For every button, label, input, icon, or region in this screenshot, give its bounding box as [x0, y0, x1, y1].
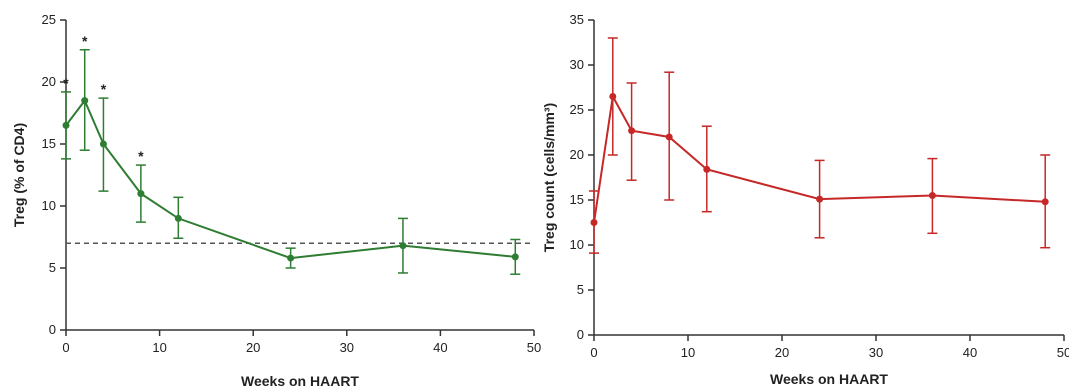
y-tick-label: 20 — [570, 147, 584, 162]
x-tick-label: 50 — [1057, 345, 1069, 360]
data-point — [399, 242, 407, 250]
y-axis-title: Treg count (cells/mm³) — [541, 103, 557, 252]
y-tick-label: 15 — [42, 136, 56, 151]
x-tick-label: 40 — [433, 340, 447, 355]
y-tick-label: 25 — [570, 102, 584, 117]
data-point — [81, 97, 89, 105]
x-axis-title: Weeks on HAART — [770, 371, 888, 387]
data-point — [137, 190, 145, 198]
significance-marker: * — [82, 33, 88, 49]
y-tick-label: 5 — [49, 260, 56, 275]
data-point — [511, 253, 519, 261]
data-point — [174, 214, 182, 222]
y-tick-label: 20 — [42, 74, 56, 89]
y-tick-label: 15 — [570, 192, 584, 207]
y-tick-label: 30 — [570, 57, 584, 72]
data-point — [816, 195, 824, 203]
x-tick-label: 30 — [340, 340, 354, 355]
data-point — [628, 127, 636, 135]
data-point — [590, 219, 598, 226]
x-tick-label: 0 — [590, 345, 597, 360]
y-tick-label: 25 — [42, 12, 56, 27]
series-line — [593, 93, 1046, 223]
significance-marker: * — [138, 148, 144, 164]
significance-marker: * — [63, 75, 69, 91]
data-point — [62, 121, 70, 129]
left-chart: 0 5 10 15 20 25 0 10 20 30 40 50 Weeks on HAART Treg … — [11, 12, 541, 389]
significance-marker: * — [101, 81, 107, 97]
right-chart: 0 5 10 15 20 25 30 35 0 10 20 30 40 50 Weeks on HAART T… — [541, 12, 1069, 387]
x-tick-label: 10 — [681, 345, 695, 360]
x-tick-label: 30 — [869, 345, 883, 360]
data-point — [609, 93, 617, 100]
y-tick-label: 0 — [49, 322, 56, 337]
y-tick-label: 10 — [42, 198, 56, 213]
x-tick-label: 50 — [527, 340, 541, 355]
x-tick-label: 10 — [152, 340, 166, 355]
y-axis-title: Treg (% of CD4) — [11, 123, 27, 227]
data-point — [703, 165, 711, 173]
data-point — [665, 133, 673, 141]
data-point — [928, 192, 936, 199]
y-tick-label: 35 — [570, 12, 584, 27]
data-point — [1041, 198, 1049, 206]
x-tick-label: 20 — [246, 340, 260, 355]
y-tick-label: 10 — [570, 237, 584, 252]
x-axis-title: Weeks on HAART — [241, 373, 359, 389]
series-line — [65, 98, 516, 260]
x-tick-label: 20 — [775, 345, 789, 360]
data-point — [287, 254, 295, 262]
y-tick-label: 5 — [577, 282, 584, 297]
y-tick-label: 0 — [577, 327, 584, 342]
data-point — [99, 140, 107, 148]
x-tick-label: 0 — [62, 340, 69, 355]
x-tick-label: 40 — [963, 345, 977, 360]
